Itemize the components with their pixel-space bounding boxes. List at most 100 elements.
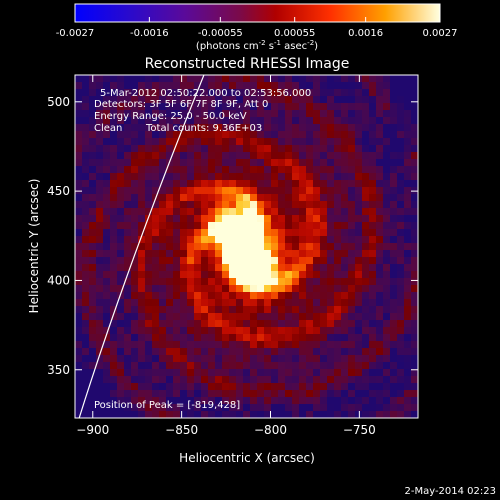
heatmap-cell [369,152,377,160]
heatmap-cell [411,250,418,258]
heatmap-cell [376,75,384,83]
heatmap-cell [208,152,216,160]
heatmap-cell [299,348,307,356]
heatmap-cell [257,243,265,251]
heatmap-cell [138,194,146,202]
heatmap-cell [334,362,342,370]
heatmap-cell [110,110,118,118]
heatmap-cell [369,103,377,111]
heatmap-cell [327,110,335,118]
colorbar-tick-label: -0.0027 [56,28,95,39]
heatmap-cell [257,103,265,111]
heatmap-cell [278,278,286,286]
heatmap-cell [187,313,195,321]
heatmap-cell [75,215,83,223]
heatmap-cell [89,236,97,244]
heatmap-cell [390,166,398,174]
heatmap-cell [299,299,307,307]
heatmap-cell [145,362,153,370]
heatmap-cell [278,89,286,97]
heatmap-cell [334,229,342,237]
heatmap-cell [404,180,412,188]
heatmap-cell [159,327,167,335]
heatmap-cell [152,376,160,384]
heatmap-cell [264,257,272,265]
heatmap-cell [299,89,307,97]
heatmap-cell [215,334,223,342]
heatmap-cell [355,376,363,384]
heatmap-cell [278,362,286,370]
heatmap-cell [320,194,328,202]
heatmap-cell [362,201,370,209]
heatmap-cell [264,124,272,132]
heatmap-cell [222,215,230,223]
heatmap-cell [180,82,188,90]
heatmap-cell [292,285,300,293]
heatmap-cell [215,243,223,251]
heatmap-cell [292,257,300,265]
heatmap-cell [348,285,356,293]
heatmap-cell [180,236,188,244]
heatmap-cell [117,201,125,209]
heatmap-cell [264,320,272,328]
heatmap-cell [201,236,209,244]
heatmap-cell [348,257,356,265]
heatmap-cell [243,320,251,328]
heatmap-cell [292,82,300,90]
heatmap-cell [215,145,223,153]
heatmap-cell [82,187,90,195]
heatmap-cell [299,152,307,160]
heatmap-cell [327,215,335,223]
heatmap-cell [264,355,272,363]
heatmap-cell [404,320,412,328]
heatmap-cell [131,278,139,286]
heatmap-cell [222,131,230,139]
heatmap-cell [131,411,139,418]
heatmap-cell [362,397,370,405]
heatmap-cell [110,187,118,195]
heatmap-cell [327,208,335,216]
heatmap-cell [306,236,314,244]
heatmap-cell [103,194,111,202]
heatmap-cell [208,341,216,349]
heatmap-cell [187,96,195,104]
heatmap-cell [173,362,181,370]
heatmap-cell [313,334,321,342]
heatmap-cell [320,117,328,125]
heatmap-cell [110,96,118,104]
heatmap-cell [236,236,244,244]
heatmap-cell [397,320,405,328]
heatmap-cell [117,110,125,118]
heatmap-cell [117,362,125,370]
heatmap-cell [152,159,160,167]
heatmap-cell [264,138,272,146]
heatmap-cell [124,208,132,216]
heatmap-cell [243,278,251,286]
heatmap-cell [299,82,307,90]
heatmap-cell [187,411,195,418]
heatmap-cell [201,313,209,321]
heatmap-cell [278,257,286,265]
heatmap-cell [229,257,237,265]
heatmap-cell [110,383,118,391]
heatmap-cell [404,89,412,97]
heatmap-cell [243,138,251,146]
heatmap-cell [292,117,300,125]
heatmap-cell [201,89,209,97]
heatmap-cell [138,348,146,356]
heatmap-cell [103,173,111,181]
y-tick-label: 400 [47,273,70,287]
heatmap-cell [404,369,412,377]
heatmap-cell [166,82,174,90]
heatmap-cell [75,152,83,160]
heatmap-cell [152,348,160,356]
heatmap-cell [285,355,293,363]
heatmap-cell [376,222,384,230]
heatmap-cell [299,180,307,188]
heatmap-cell [138,250,146,258]
heatmap-cell [152,131,160,139]
heatmap-cell [306,334,314,342]
heatmap-cell [369,306,377,314]
heatmap-cell [341,320,349,328]
heatmap-cell [194,236,202,244]
